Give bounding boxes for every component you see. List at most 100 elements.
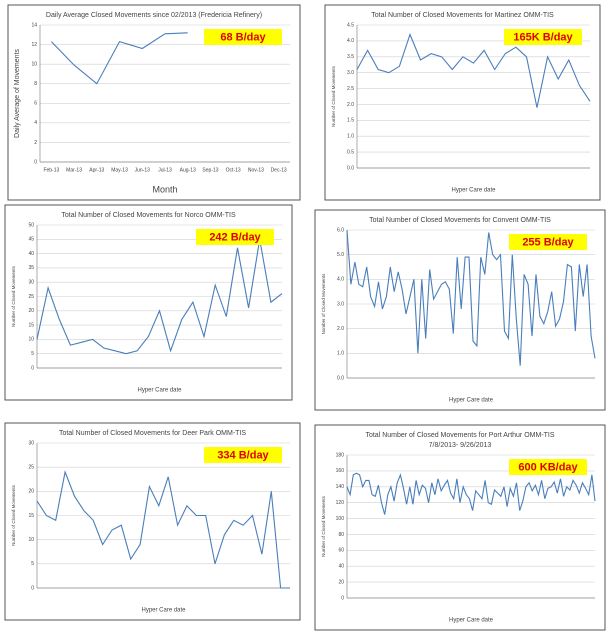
y-tick-label: 60 — [338, 548, 344, 554]
y-tick-label: 0 — [31, 365, 34, 371]
y-tick-label: 25 — [28, 464, 34, 470]
chart-title: Total Number of Closed Movements for Por… — [365, 432, 554, 439]
y-tick-label: 15 — [28, 513, 34, 519]
y-tick-label: 0.0 — [337, 375, 344, 381]
y-tick-label: 50 — [28, 222, 34, 228]
x-axis-label: Hyper Care date — [451, 188, 496, 194]
annotation: 600 KB/day — [518, 461, 578, 473]
x-tick-label: Nov-13 — [248, 167, 264, 173]
y-tick-label: 30 — [28, 280, 34, 286]
annotation-box — [204, 447, 282, 463]
annotation-box — [504, 29, 582, 45]
x-tick-label: Aug-13 — [180, 167, 196, 173]
y-tick-label: 14 — [31, 22, 37, 28]
y-tick-label: 8 — [34, 81, 37, 87]
y-axis-label: Number of Closed Movements — [11, 484, 16, 546]
annotation-box — [196, 229, 274, 245]
y-tick-label: 6 — [34, 101, 37, 107]
y-tick-label: 140 — [336, 484, 345, 490]
x-axis-label: Month — [152, 184, 177, 194]
y-tick-label: 0.0 — [347, 165, 354, 171]
annotation: 68 B/day — [220, 31, 266, 43]
x-tick-label: Jul-13 — [158, 167, 172, 173]
y-tick-label: 10 — [28, 537, 34, 543]
y-tick-label: 25 — [28, 294, 34, 300]
y-tick-label: 5 — [31, 561, 34, 567]
annotation: 255 B/day — [522, 236, 574, 248]
y-tick-label: 3.0 — [347, 70, 354, 76]
x-axis-label: Hyper Care date — [449, 398, 494, 404]
y-tick-label: 0 — [341, 595, 344, 601]
y-tick-label: 5.0 — [337, 252, 344, 258]
x-tick-label: Feb-13 — [43, 167, 59, 173]
y-axis-label: Number of Closed Movements — [331, 65, 336, 127]
y-tick-label: 2 — [34, 140, 37, 146]
x-tick-label: Dec-13 — [271, 167, 287, 173]
series-line — [36, 239, 283, 355]
y-tick-label: 15 — [28, 322, 34, 328]
x-tick-label: May-13 — [111, 167, 128, 173]
y-tick-label: 35 — [28, 265, 34, 271]
y-tick-label: 40 — [28, 251, 34, 257]
y-tick-label: 1.0 — [337, 351, 344, 357]
chart-title: Daily Average Closed Movements since 02/… — [46, 12, 262, 19]
y-tick-label: 30 — [28, 440, 34, 446]
y-tick-label: 45 — [28, 237, 34, 243]
y-tick-label: 4.0 — [347, 38, 354, 44]
y-tick-label: 3.5 — [347, 54, 354, 60]
panel — [314, 424, 606, 631]
y-tick-label: 0.5 — [347, 149, 354, 155]
x-tick-label: Apr-13 — [89, 167, 104, 173]
y-tick-label: 120 — [336, 500, 345, 506]
annotation: 242 B/day — [209, 231, 261, 243]
series-line — [36, 470, 290, 589]
x-axis-label: Hyper Care date — [137, 388, 182, 394]
y-tick-label: 4.5 — [347, 22, 354, 28]
series-line — [346, 229, 596, 366]
x-tick-label: Mar-13 — [66, 167, 82, 173]
chart-title: Total Number of Closed Movements for Nor… — [61, 212, 236, 219]
y-axis-label: Number of Closed Movements — [321, 495, 326, 557]
annotation: 334 B/day — [217, 449, 269, 461]
x-tick-label: Jun-13 — [135, 167, 151, 173]
y-tick-label: 0 — [34, 159, 37, 165]
series-line — [356, 32, 591, 108]
y-tick-label: 1.0 — [347, 134, 354, 140]
y-tick-label: 2.5 — [347, 86, 354, 92]
y-axis-label: Daily Average of Movements — [14, 49, 21, 138]
annotation-box — [509, 234, 587, 250]
x-axis-label: Hyper Care date — [141, 608, 186, 614]
y-tick-label: 12 — [31, 42, 37, 48]
y-tick-label: 4.0 — [337, 277, 344, 283]
x-tick-label: Sep-13 — [202, 167, 218, 173]
y-tick-label: 1.5 — [347, 118, 354, 124]
x-axis-label: Hyper Care date — [449, 618, 494, 624]
y-tick-label: 160 — [336, 468, 345, 474]
y-tick-label: 0 — [31, 585, 34, 591]
y-tick-label: 20 — [28, 489, 34, 495]
annotation: 165K B/day — [513, 31, 573, 43]
y-tick-label: 5 — [31, 351, 34, 357]
y-tick-label: 4 — [34, 120, 37, 126]
chart-title: Total Number of Closed Movements for Con… — [369, 217, 551, 224]
y-tick-label: 10 — [28, 337, 34, 343]
y-tick-label: 2.0 — [347, 102, 354, 108]
chart-title: Total Number of Closed Movements for Dee… — [59, 430, 246, 437]
y-tick-label: 3.0 — [337, 301, 344, 307]
chart-title: Total Number of Closed Movements for Mar… — [371, 12, 554, 19]
y-tick-label: 40 — [338, 564, 344, 570]
chart-subtitle: 7/8/2013- 9/26/2013 — [429, 442, 492, 449]
y-tick-label: 80 — [338, 532, 344, 538]
y-tick-label: 6.0 — [337, 227, 344, 233]
x-tick-label: Oct-13 — [226, 167, 241, 173]
y-axis-label: Number of Closed Movements — [321, 273, 326, 335]
y-tick-label: 10 — [31, 61, 37, 67]
y-axis-label: Number of Closed Movements — [11, 265, 16, 327]
annotation-box — [509, 459, 587, 475]
y-tick-label: 20 — [28, 308, 34, 314]
y-tick-label: 180 — [336, 452, 345, 458]
y-tick-label: 20 — [338, 579, 344, 585]
series-line — [51, 32, 188, 85]
y-tick-label: 100 — [336, 516, 345, 522]
